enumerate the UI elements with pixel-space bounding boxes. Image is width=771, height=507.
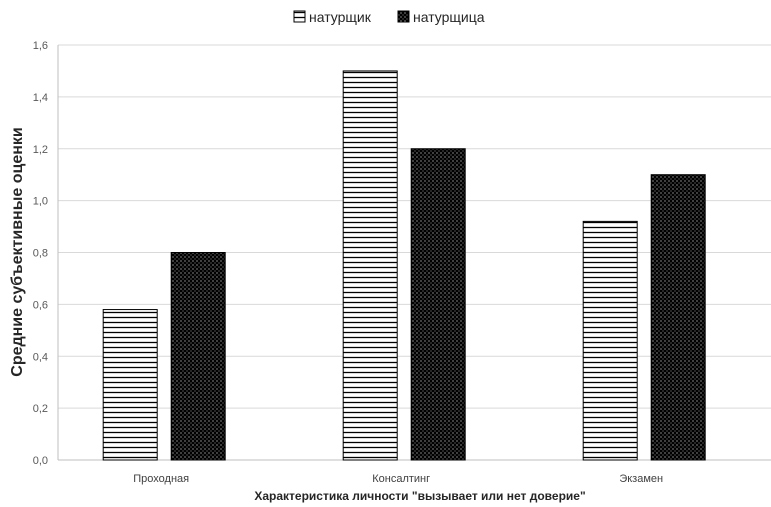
y-tick-label: 0,2 [33, 403, 48, 415]
bar-series-1 [102, 309, 158, 461]
x-category-label: Экзамен [619, 473, 663, 485]
legend-swatch [397, 10, 410, 23]
bar-series-2 [650, 174, 706, 461]
y-tick-label: 1,2 [33, 144, 48, 156]
bar-series-2 [170, 252, 226, 461]
y-tick-label: 0,6 [33, 299, 48, 311]
y-tick-label: 1,6 [33, 40, 48, 52]
x-category-label: Консалтинг [372, 473, 430, 485]
y-axis-label: Средние субъективные оценки [9, 127, 26, 376]
x-axis-categories: Проходная Консалтинг Экзамен [133, 473, 663, 485]
x-category-label: Проходная [133, 473, 189, 485]
bar-series-1 [582, 220, 638, 461]
legend-label: натурщик [309, 9, 372, 25]
bar-series-1 [342, 70, 398, 461]
bars [102, 70, 706, 461]
legend: натурщик натурщица [293, 9, 485, 25]
legend-label: натурщица [413, 9, 485, 25]
y-tick-label: 1,0 [33, 196, 48, 208]
y-tick-label: 0,0 [33, 455, 48, 467]
legend-swatch [293, 10, 306, 23]
y-tick-label: 0,4 [33, 351, 48, 363]
y-axis-ticks: 0,0 0,2 0,4 0,6 0,8 1,0 1,2 1,4 1,6 [33, 40, 48, 467]
y-tick-label: 1,4 [33, 92, 48, 104]
bar-series-2 [410, 148, 466, 461]
x-axis-label: Характеристика личности "вызывает или не… [254, 489, 585, 503]
y-tick-label: 0,8 [33, 248, 48, 260]
